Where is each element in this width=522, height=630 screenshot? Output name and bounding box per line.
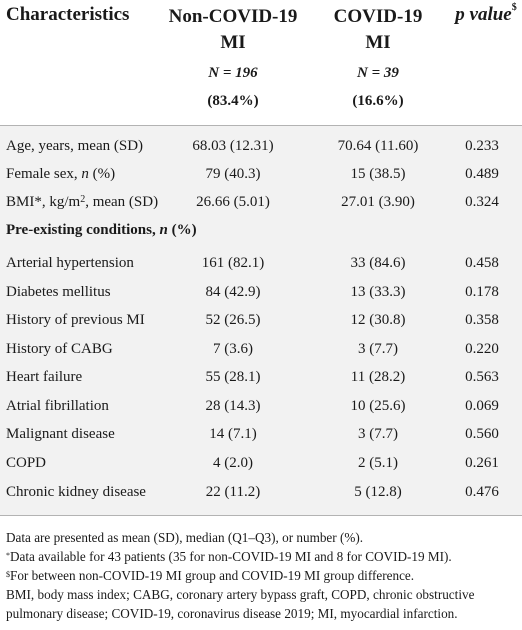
row-label: Chronic kidney disease — [6, 484, 146, 500]
footnote-bmi: *Data available for 43 patients (35 for … — [6, 547, 518, 566]
p-value: 0.220 — [465, 341, 499, 357]
row-label: Heart failure — [6, 369, 83, 385]
covid-value: 70.64 (11.60) — [337, 138, 419, 154]
table-header: Characteristics Non-COVID-19 MI N = 196 … — [0, 0, 522, 126]
header-p-value: p value$ — [448, 2, 522, 26]
table-row: Malignant disease 14 (7.1) 3 (7.7) 0.560 — [0, 420, 522, 448]
row-label-superscript: 2 — [80, 194, 86, 205]
non-covid-value: 4 (2.0) — [213, 455, 253, 471]
table-row: Diabetes mellitus 84 (42.9) 13 (33.3) 0.178 — [0, 278, 522, 306]
header-non-covid-line2: MI — [220, 32, 246, 53]
row-label: Atrial fibrillation — [6, 398, 109, 414]
non-covid-value: 55 (28.1) — [205, 369, 261, 385]
non-covid-value: 79 (40.3) — [205, 166, 261, 182]
footnote-p-value-marker: $ — [6, 570, 10, 579]
row-label-part: BMI*, kg/m — [6, 194, 81, 210]
footnote-bmi-text: Data available for 43 patients (35 for n… — [10, 549, 452, 564]
table-row: Atrial fibrillation 28 (14.3) 10 (25.6) 0.0… — [0, 392, 522, 420]
p-value: 0.358 — [465, 312, 499, 328]
table-row: BMI*, kg/m2, mean (SD) 26.66 (5.01) 27.01 … — [0, 188, 522, 216]
row-label: Diabetes mellitus — [6, 284, 111, 300]
covid-value: 3 (7.7) — [358, 426, 398, 442]
row-label: History of CABG — [6, 341, 113, 357]
p-value: 0.261 — [465, 455, 499, 471]
covid-value: 5 (12.8) — [354, 484, 402, 500]
table-row: History of previous MI 52 (26.5) 12 (30.8)… — [0, 306, 522, 334]
footnote-p-value-text: For between non-COVID-19 MI group and CO… — [10, 568, 415, 583]
table-row: COPD 4 (2.0) 2 (5.1) 0.261 — [0, 449, 522, 477]
p-value: 0.324 — [465, 194, 499, 210]
covid-value: 11 (28.2) — [350, 369, 406, 385]
non-covid-value: 22 (11.2) — [205, 484, 261, 500]
table-row: Heart failure 55 (28.1) 11 (28.2) 0.563 — [0, 363, 522, 391]
header-p-value-sup: $ — [511, 2, 517, 13]
non-covid-value: 52 (26.5) — [205, 312, 261, 328]
non-covid-value: 28 (14.3) — [205, 398, 261, 414]
row-label: Female sex, n (%) — [6, 166, 116, 182]
p-value: 0.489 — [465, 166, 499, 182]
row-label-part: , mean (SD) — [85, 194, 159, 210]
non-covid-value: 84 (42.9) — [205, 284, 261, 300]
header-non-covid-pct: (83.4%) — [207, 93, 259, 109]
footnote-data-presentation: Data are presented as mean (SD), median … — [6, 530, 364, 545]
header-p-value-text: p value — [455, 4, 512, 25]
header-covid-n: N = 39 — [322, 64, 434, 83]
row-label: BMI*, kg/m2, mean (SD) — [6, 188, 158, 216]
table-row: Arterial hypertension 161 (82.1) 33 (84.6)… — [0, 249, 522, 277]
non-covid-value: 14 (7.1) — [209, 426, 257, 442]
p-value: 0.233 — [465, 138, 499, 154]
covid-value: 27.01 (3.90) — [341, 194, 415, 210]
table-body: Age, years, mean (SD) 68.03 (12.31) 70.64 … — [0, 126, 522, 516]
section-row: Pre-existing conditions, n (%) — [0, 216, 522, 244]
characteristics-table: Characteristics Non-COVID-19 MI N = 196 … — [0, 0, 522, 516]
row-label: Age, years, mean (SD) — [6, 138, 144, 154]
header-covid-line1: COVID-19 — [333, 6, 423, 27]
covid-value: 33 (84.6) — [350, 255, 406, 271]
header-non-covid-n: N = 196 — [168, 64, 298, 83]
header-non-covid-n-text: N = 196 — [208, 65, 258, 81]
non-covid-value: 161 (82.1) — [201, 255, 265, 271]
table-footnotes: Data are presented as mean (SD), median … — [6, 528, 518, 623]
header-non-covid-mi: Non-COVID-19 MI N = 196 (83.4%) — [168, 4, 298, 111]
non-covid-value: 26.66 (5.01) — [196, 194, 270, 210]
row-label: COPD — [6, 455, 47, 471]
row-label: History of previous MI — [6, 312, 145, 328]
header-covid-pct: (16.6%) — [352, 93, 404, 109]
p-value: 0.560 — [465, 426, 499, 442]
row-label: Arterial hypertension — [6, 255, 134, 271]
non-covid-value: 68.03 (12.31) — [192, 138, 274, 154]
table-row: History of CABG 7 (3.6) 3 (7.7) 0.220 — [0, 335, 522, 363]
covid-value: 15 (38.5) — [350, 166, 406, 182]
table-row: Chronic kidney disease 22 (11.2) 5 (12.8) 0… — [0, 478, 522, 506]
header-covid-n-text: N = 39 — [357, 65, 399, 81]
p-value: 0.563 — [465, 369, 499, 385]
p-value: 0.476 — [465, 484, 499, 500]
covid-value: 10 (25.6) — [350, 398, 406, 414]
covid-value: 13 (33.3) — [350, 284, 406, 300]
p-value: 0.069 — [465, 398, 499, 414]
p-value: 0.458 — [465, 255, 499, 271]
footnote-abbreviations: BMI, body mass index; CABG, coronary art… — [6, 587, 475, 621]
table-row: Age, years, mean (SD) 68.03 (12.31) 70.64 … — [0, 132, 522, 160]
p-value: 0.178 — [465, 284, 499, 300]
header-covid-line2: MI — [365, 32, 391, 53]
non-covid-value: 7 (3.6) — [213, 341, 253, 357]
header-covid-mi: COVID-19 MI N = 39 (16.6%) — [322, 4, 434, 111]
table-row: Female sex, n (%) 79 (40.3) 15 (38.5) 0.489 — [0, 160, 522, 188]
header-non-covid-line1: Non-COVID-19 — [168, 6, 298, 27]
covid-value: 3 (7.7) — [358, 341, 398, 357]
covid-value: 12 (30.8) — [350, 312, 406, 328]
footnote-p-value: $For between non-COVID-19 MI group and C… — [6, 566, 518, 585]
header-characteristics: Characteristics — [6, 4, 130, 25]
covid-value: 2 (5.1) — [358, 455, 398, 471]
row-label: Malignant disease — [6, 426, 115, 442]
section-title: Pre-existing conditions, n (%) — [6, 222, 197, 238]
footnote-bmi-marker: * — [6, 551, 10, 560]
